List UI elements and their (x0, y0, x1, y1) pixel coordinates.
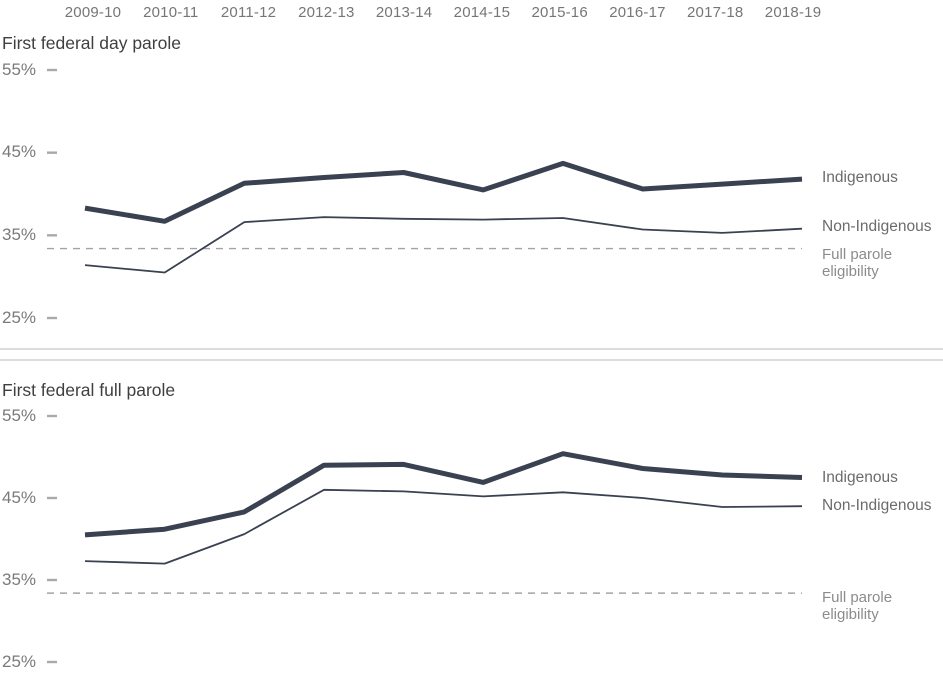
legend-label-indigenous: Indigenous (822, 169, 898, 186)
panel-divider-bottom-rule (0, 359, 943, 361)
panel-divider-top-rule (0, 348, 943, 350)
x-tick-label: 2016-17 (609, 4, 666, 21)
y-tick-label: 55% (2, 60, 37, 79)
non-indigenous-line (84, 216, 803, 274)
reference-line-label: Full parole eligibility (822, 246, 893, 280)
y-tick-label: 35% (2, 225, 37, 244)
y-tick-label: 45% (2, 142, 37, 161)
x-tick-label: 2013-14 (375, 4, 433, 21)
legend-label-non-indigenous: Non-Indigenous (822, 497, 932, 514)
y-tick-label: 35% (2, 570, 37, 589)
non-indigenous-line (84, 488, 803, 565)
x-axis-labels: 2009-10 2010-11 2011-12 2012-13 2013-14 2014-… (0, 4, 943, 24)
x-tick-label: 2009-10 (64, 4, 122, 21)
reference-line-label-line2: eligibility (822, 605, 879, 623)
reference-line-label-line1: Full parole (822, 246, 893, 263)
x-tick-label: 2018-19 (764, 4, 822, 21)
reference-line-label: Full parole eligibility (822, 589, 893, 623)
reference-line-label-line1: Full parole (822, 589, 893, 606)
x-tick-label: 2017-18 (687, 4, 744, 21)
chart-title-day-parole: First federal day parole (2, 33, 181, 53)
reference-line-label-line2: eligibility (822, 262, 879, 280)
x-tick-label: 2015-16 (531, 4, 588, 21)
x-tick-label: 2012-13 (298, 4, 355, 21)
panel-day-parole (47, 68, 803, 320)
y-tick-label: 55% (2, 406, 37, 425)
x-tick-label: 2010-11 (143, 4, 199, 21)
y-tick-label: 45% (2, 488, 37, 507)
legend-label-indigenous: Indigenous (822, 469, 898, 486)
x-tick-label: 2014-15 (453, 4, 511, 21)
legend-label-non-indigenous: Non-Indigenous (822, 218, 932, 235)
panel-full-parole (47, 414, 803, 664)
y-tick-label: 25% (2, 308, 37, 327)
chart-title-full-parole: First federal full parole (2, 380, 176, 400)
indigenous-line (84, 451, 803, 538)
x-tick-label: 2011-12 (220, 4, 277, 21)
indigenous-line (84, 160, 803, 224)
y-tick-label: 25% (2, 652, 37, 671)
